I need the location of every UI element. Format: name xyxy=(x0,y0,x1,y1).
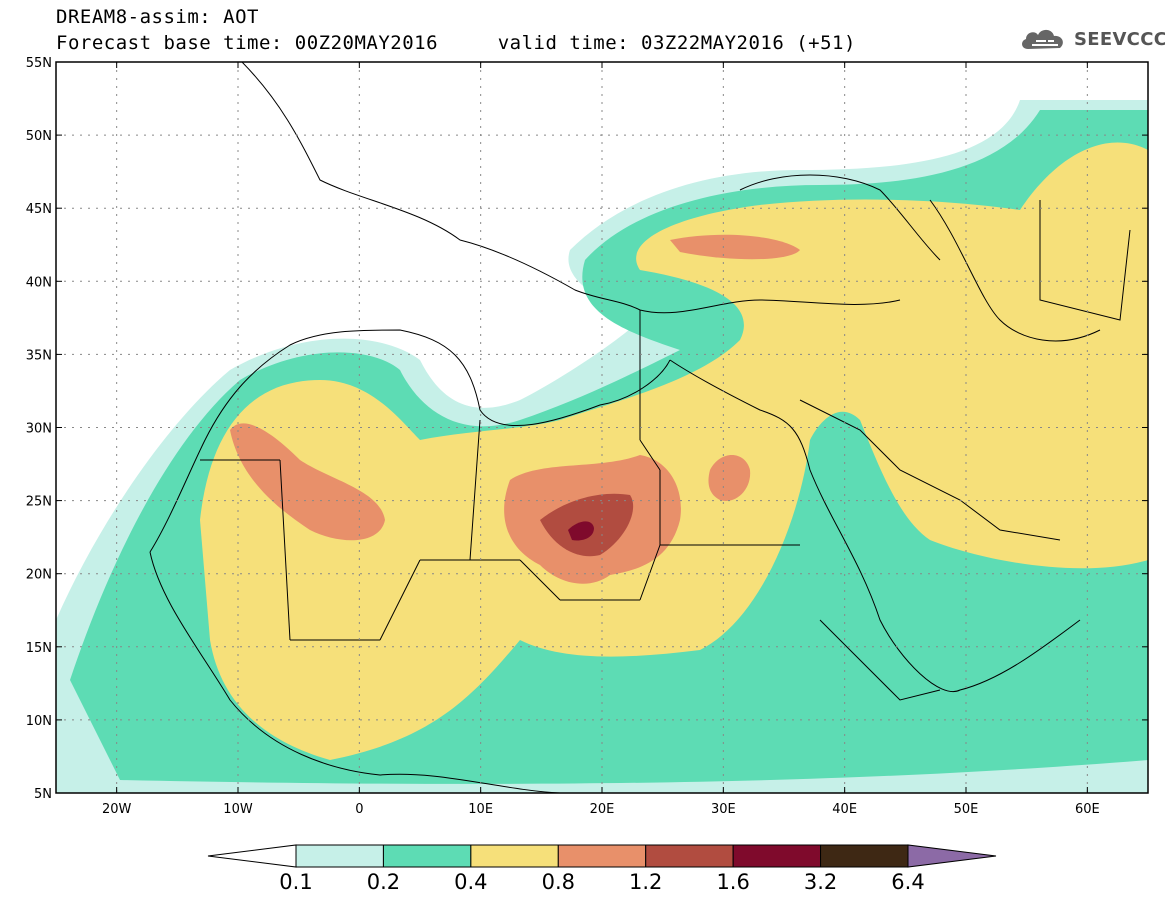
lon-label: 40E xyxy=(832,802,857,817)
forecast-times: Forecast base time: 00Z20MAY2016 valid t… xyxy=(56,32,856,54)
axis-ticks xyxy=(56,61,1148,794)
colorbar xyxy=(207,844,997,868)
lon-label: 10W xyxy=(223,802,253,817)
colorbar-label: 3.2 xyxy=(804,870,837,894)
cloud-icon xyxy=(1022,29,1063,49)
colorbar-swatch xyxy=(557,844,647,868)
colorbar-label: 0.8 xyxy=(542,870,575,894)
lon-label: 30E xyxy=(711,802,736,817)
colorbar-label: 0.4 xyxy=(454,870,487,894)
colorbar-labels: 0.1 0.2 0.4 0.8 1.2 1.6 3.2 6.4 xyxy=(279,870,924,894)
lat-label: 50N xyxy=(26,129,52,144)
logo: SEEVCCC xyxy=(1018,24,1165,54)
lon-label: 10E xyxy=(468,802,493,817)
lat-label: 45N xyxy=(26,202,52,217)
colorbar-label: 1.6 xyxy=(716,870,749,894)
colorbar-swatch xyxy=(645,844,734,868)
aot-band-1.6 xyxy=(568,521,594,541)
colorbar-label: 1.2 xyxy=(629,870,662,894)
lat-label: 15N xyxy=(26,641,52,656)
colorbar-swatch xyxy=(382,844,472,868)
lon-label: 0 xyxy=(355,802,363,817)
lat-label: 30N xyxy=(26,422,52,437)
lat-label: 40N xyxy=(26,275,52,290)
colorbar-swatch xyxy=(470,844,559,868)
aot-band-0.8 xyxy=(230,423,385,541)
aot-band-0.8-d xyxy=(670,234,800,260)
lat-label: 20N xyxy=(26,568,52,583)
graticule xyxy=(56,62,1148,793)
logo-text: SEEVCCC xyxy=(1074,28,1165,50)
longitude-labels: 20W 10W 0 10E 20E 30E 40E 50E 60E xyxy=(102,802,1100,817)
lat-label: 35N xyxy=(26,348,52,363)
aot-band-0.4 xyxy=(200,142,1148,760)
map-title: DREAM8-assim: AOT xyxy=(56,6,259,28)
colorbar-label: 0.2 xyxy=(367,870,400,894)
colorbar-label: 0.1 xyxy=(279,870,312,894)
colorbar-swatch xyxy=(820,844,909,868)
aot-field xyxy=(56,62,1148,793)
colorbar-label: 6.4 xyxy=(891,870,924,894)
lon-label: 20E xyxy=(590,802,615,817)
latitude-labels: 55N 50N 45N 40N 35N 30N 25N 20N 15N 10N 5N xyxy=(26,56,52,802)
lon-label: 50E xyxy=(954,802,979,817)
lat-label: 25N xyxy=(26,495,52,510)
coastlines xyxy=(149,62,1131,793)
lat-label: 5N xyxy=(34,787,52,802)
lon-label: 60E xyxy=(1075,802,1100,817)
colorbar-swatch xyxy=(732,844,822,868)
lon-label: 20W xyxy=(102,802,132,817)
colorbar-arrow-right xyxy=(907,844,997,868)
lat-label: 10N xyxy=(26,714,52,729)
colorbar-swatch xyxy=(295,844,384,868)
colorbar-arrow-left xyxy=(207,844,297,868)
lat-label: 55N xyxy=(26,56,52,71)
aot-band-0.8-c xyxy=(708,455,751,501)
